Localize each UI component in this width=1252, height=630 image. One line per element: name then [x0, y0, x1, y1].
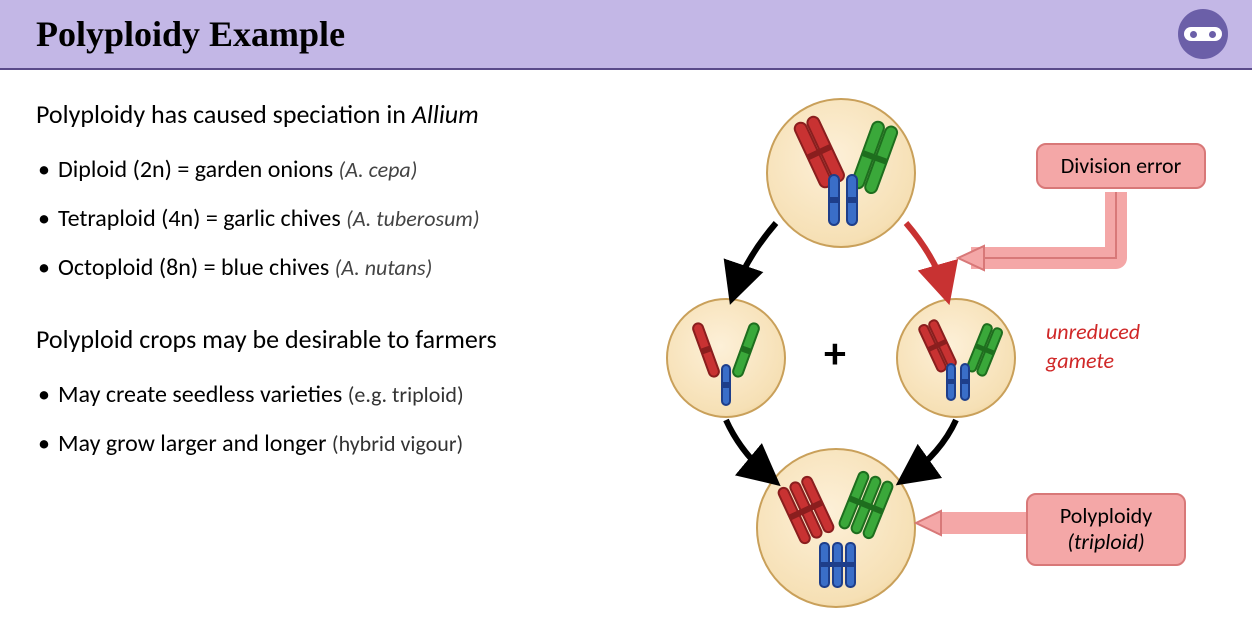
unreduced-gamete-chromosomes-icon	[898, 300, 1018, 420]
triploid-chromosomes-icon	[758, 450, 918, 610]
polyploidy-l1: Polyploidy	[1060, 502, 1152, 529]
bullet-5-sub: (hybrid vigour)	[332, 430, 463, 457]
bullet-3-main: Octoploid (8n) = blue chives	[58, 253, 335, 282]
intro-line-1: Polyploidy has caused speciation in Alli…	[36, 98, 596, 132]
unreduced-l2: gamete	[1046, 347, 1114, 374]
unreduced-gamete-label: unreduced gamete	[1046, 318, 1140, 375]
bullet-tetraploid: Tetraploid (4n) = garlic chives (A. tube…	[36, 203, 596, 234]
bullet-octoploid: Octoploid (8n) = blue chives (A. nutans)	[36, 252, 596, 283]
slide-content: Polyploidy has caused speciation in Alli…	[0, 70, 1252, 630]
unreduced-l1: unreduced	[1046, 318, 1140, 345]
bullet-seedless: May create seedless varieties (e.g. trip…	[36, 379, 596, 410]
polyploidy-label: Polyploidy (triploid)	[1026, 493, 1186, 566]
slide-header: Polyploidy Example	[0, 0, 1252, 70]
normal-gamete-cell	[666, 298, 786, 418]
intro-text: Polyploidy has caused speciation in	[36, 98, 412, 130]
parent-cell	[766, 98, 916, 248]
bullet-2-sub: (A. tuberosum)	[346, 205, 479, 232]
bullet-list-2: May create seedless varieties (e.g. trip…	[36, 379, 596, 459]
plus-symbol: +	[824, 326, 846, 380]
bullet-5-main: May grow larger and longer	[58, 429, 332, 458]
bullet-4-main: May create seedless varieties	[58, 380, 348, 409]
bullet-4-sub: (e.g. triploid)	[348, 381, 464, 408]
ninja-logo-icon	[1178, 9, 1228, 59]
diagram-area: +	[606, 98, 1232, 610]
division-error-label: Division error	[1036, 143, 1206, 189]
bullet-list-1: Diploid (2n) = garden onions (A. cepa) T…	[36, 154, 596, 284]
intro-line-2: Polyploid crops may be desirable to farm…	[36, 323, 596, 357]
slide-title: Polyploidy Example	[36, 13, 345, 55]
bullet-diploid: Diploid (2n) = garden onions (A. cepa)	[36, 154, 596, 185]
polyploidy-l2: (triploid)	[1067, 528, 1144, 555]
intro-genus: Allium	[412, 98, 479, 130]
normal-gamete-chromosomes-icon	[668, 300, 788, 420]
unreduced-gamete-cell	[896, 298, 1016, 418]
triploid-cell	[756, 448, 916, 608]
bullet-1-sub: (A. cepa)	[339, 156, 418, 183]
ninja-eyes-icon	[1184, 27, 1222, 41]
bullet-vigour: May grow larger and longer (hybrid vigou…	[36, 428, 596, 459]
bullet-2-main: Tetraploid (4n) = garlic chives	[58, 204, 346, 233]
text-column: Polyploidy has caused speciation in Alli…	[36, 98, 606, 610]
bullet-1-main: Diploid (2n) = garden onions	[58, 155, 339, 184]
parent-cell-chromosomes-icon	[768, 100, 918, 250]
bullet-3-sub: (A. nutans)	[335, 254, 433, 281]
